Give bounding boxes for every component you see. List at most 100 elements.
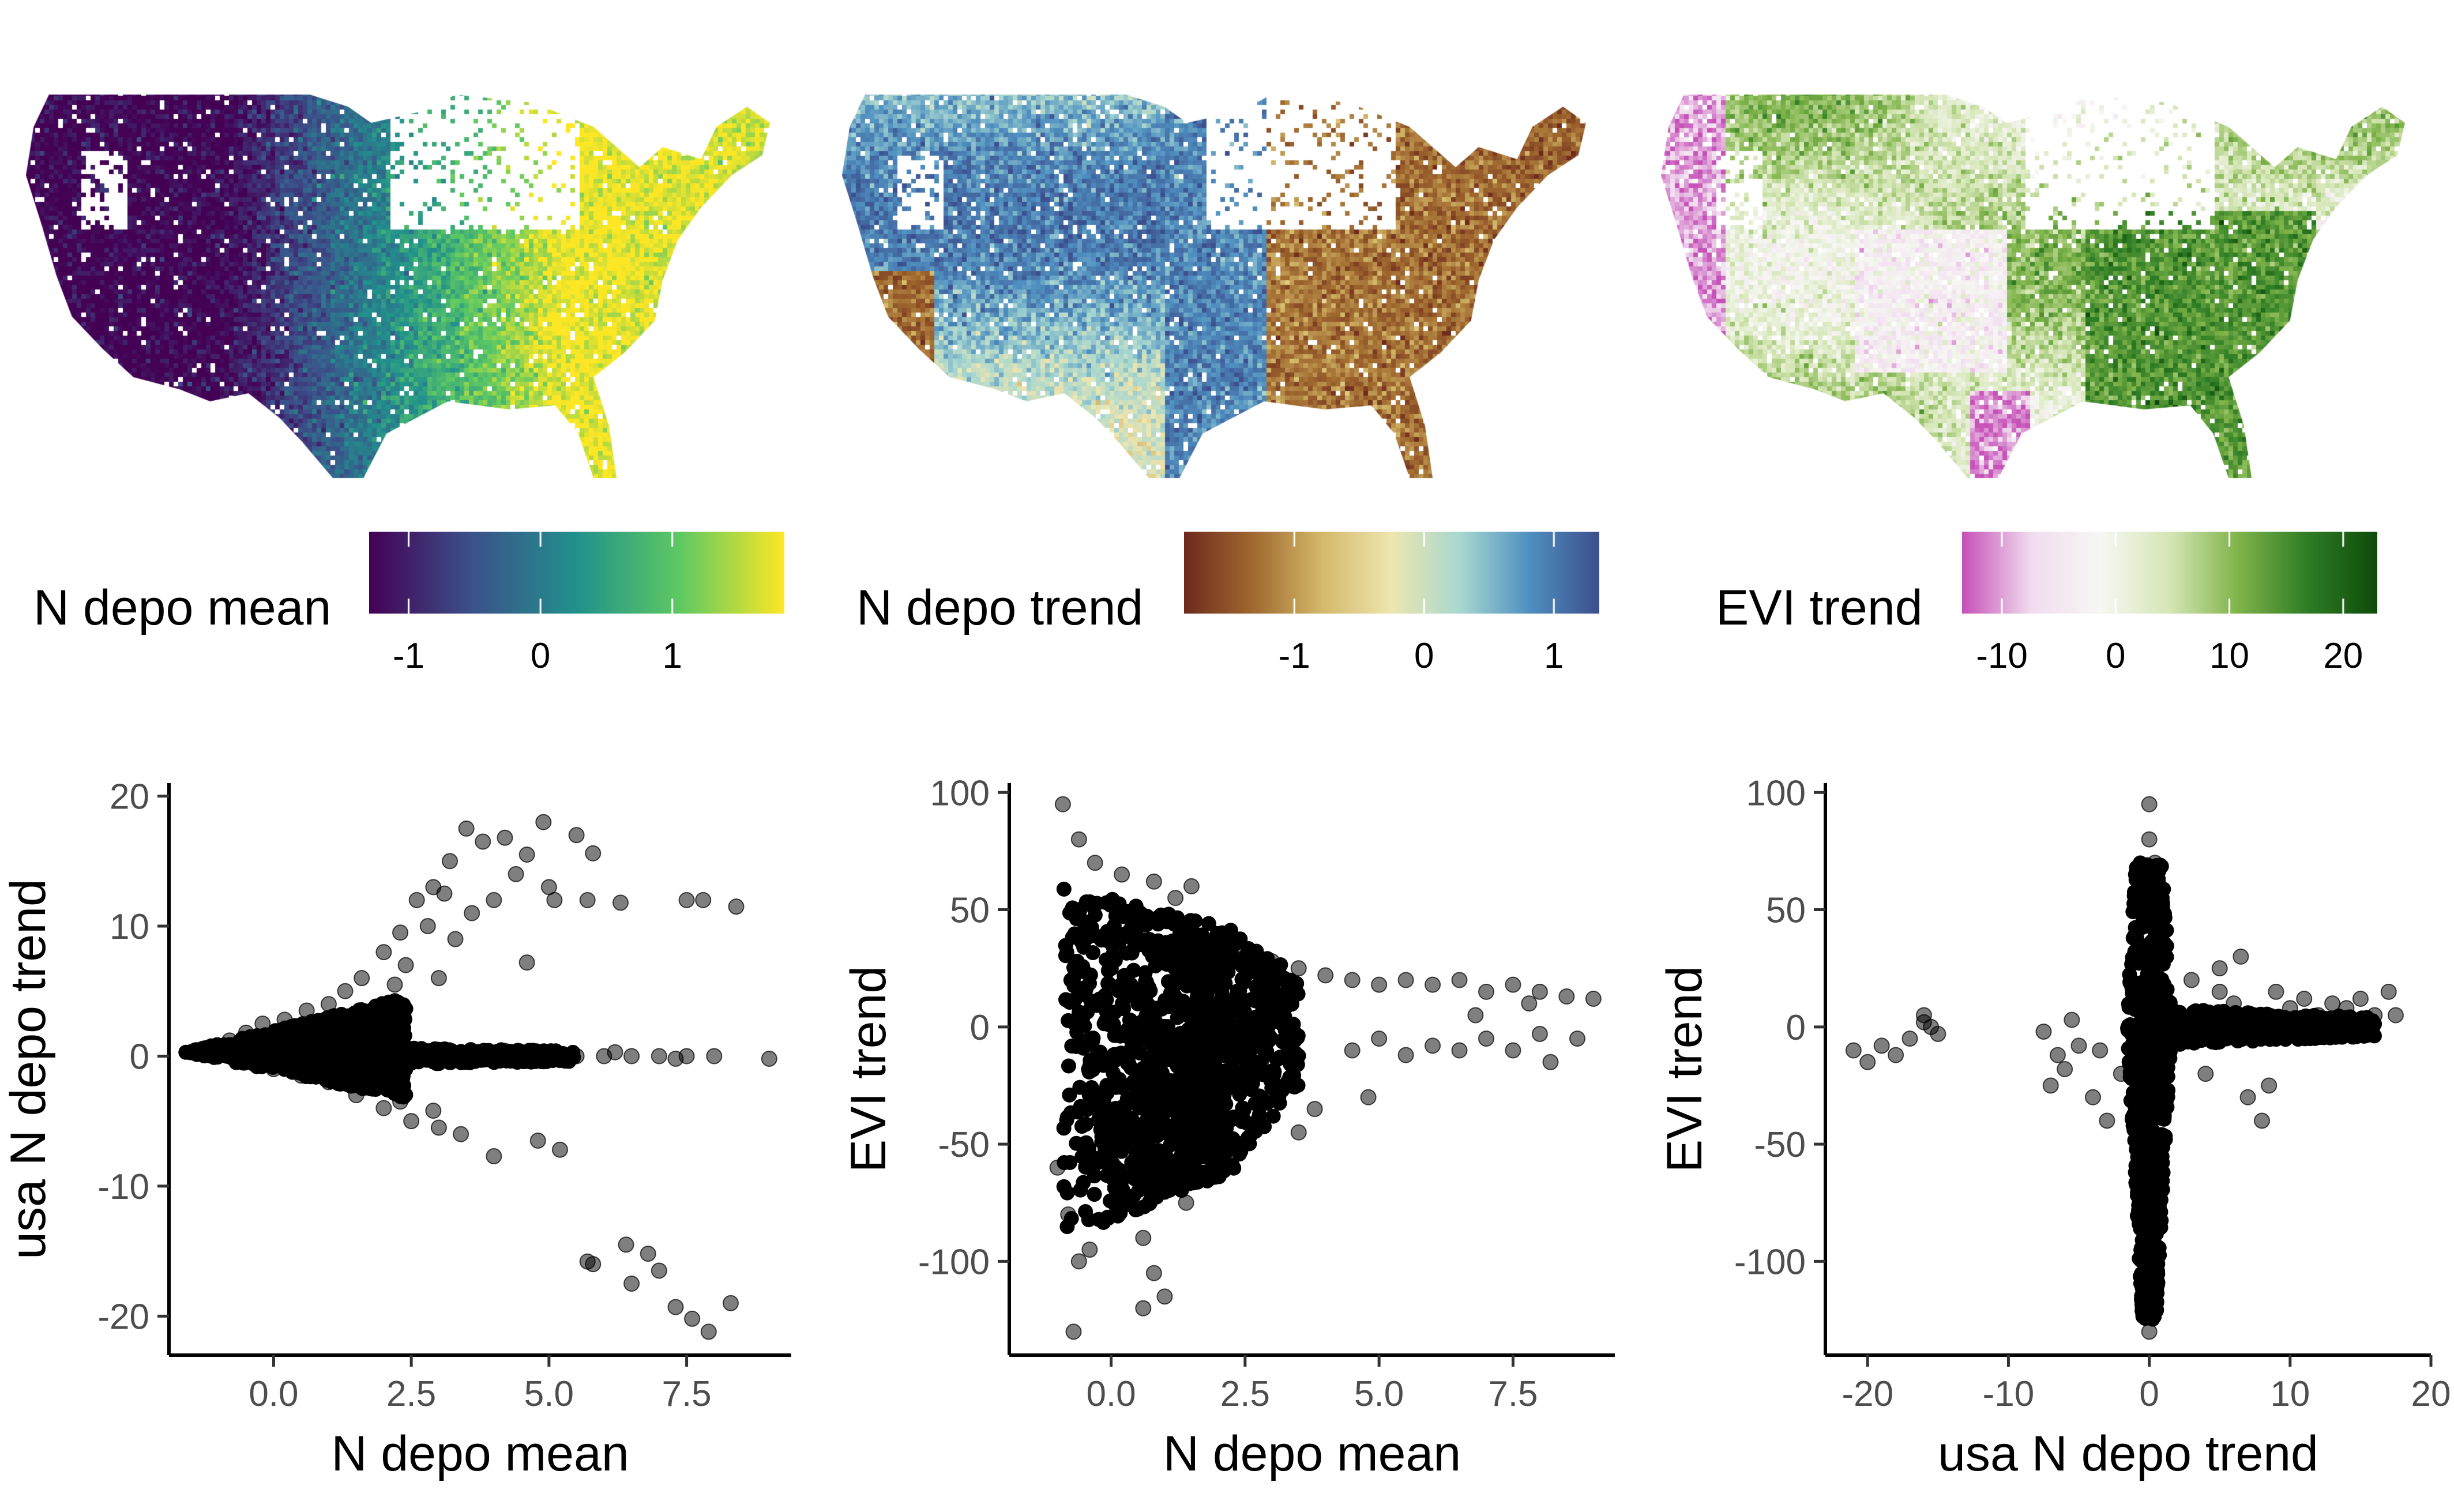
data-point xyxy=(612,894,629,911)
data-point xyxy=(1130,935,1145,950)
data-point xyxy=(441,853,458,870)
x-tick-label: 2.5 xyxy=(386,1374,436,1414)
data-point xyxy=(1163,949,1178,964)
data-point xyxy=(1172,926,1188,941)
data-point xyxy=(1178,1194,1194,1211)
data-point xyxy=(375,1018,390,1033)
data-point xyxy=(2144,919,2160,935)
data-point xyxy=(2141,1323,2158,1340)
data-point xyxy=(1274,1000,1291,1017)
data-point xyxy=(1196,947,1211,963)
data-point xyxy=(1397,1047,1414,1063)
data-point xyxy=(453,1126,469,1142)
data-point xyxy=(2121,996,2136,1012)
data-point xyxy=(464,905,480,922)
data-point xyxy=(2155,1051,2170,1066)
data-point xyxy=(2122,975,2138,991)
data-point xyxy=(1264,1063,1279,1079)
x-tick-label: -20 xyxy=(1842,1374,1893,1414)
data-point xyxy=(1107,1069,1122,1085)
data-point xyxy=(436,885,453,902)
data-point xyxy=(458,820,475,837)
data-point xyxy=(2134,1157,2150,1173)
data-point xyxy=(1286,987,1302,1003)
data-point xyxy=(1210,1136,1227,1153)
data-point xyxy=(651,1048,667,1065)
data-point xyxy=(403,1048,420,1065)
data-point xyxy=(1120,1121,1136,1137)
data-point xyxy=(318,1011,334,1026)
data-point xyxy=(1114,866,1130,883)
data-point xyxy=(354,1018,370,1034)
data-point xyxy=(1256,1007,1272,1023)
data-point xyxy=(1061,1058,1076,1074)
data-point xyxy=(2129,930,2144,946)
x-tick-label: 7.5 xyxy=(662,1374,711,1414)
data-point xyxy=(1542,1054,1559,1070)
data-point xyxy=(1197,1108,1212,1123)
data-point xyxy=(1177,1105,1192,1121)
data-point xyxy=(1156,910,1171,926)
data-point xyxy=(1096,1214,1111,1230)
data-point xyxy=(270,1023,285,1039)
data-point xyxy=(1859,1054,1876,1070)
data-point xyxy=(2359,1021,2375,1037)
data-point xyxy=(1531,1026,1548,1043)
data-point xyxy=(1102,1017,1117,1033)
data-point xyxy=(2141,796,2158,813)
legend-tick-label: -1 xyxy=(1278,636,1310,676)
data-point xyxy=(1237,948,1253,965)
data-point xyxy=(1079,1102,1095,1118)
data-point xyxy=(397,957,414,973)
data-point xyxy=(2230,1033,2246,1049)
data-point xyxy=(1107,923,1122,938)
data-point xyxy=(1317,967,1334,984)
data-point xyxy=(375,944,392,961)
scatter-mean-vs-trend: 0.0 2.5 5.0 7.5 -20 -10 0 10 20 N depo mean usa N … xyxy=(1,777,791,1481)
data-point xyxy=(392,1093,409,1110)
data-point xyxy=(2133,1104,2149,1120)
data-point xyxy=(1104,950,1119,966)
data-point xyxy=(579,892,596,908)
data-point xyxy=(1915,1007,1932,1024)
data-point xyxy=(2042,1077,2059,1094)
data-point xyxy=(1108,1142,1123,1158)
data-point xyxy=(497,1043,513,1059)
data-point xyxy=(513,1048,530,1065)
x-tick-label: 7.5 xyxy=(1488,1374,1538,1414)
data-point xyxy=(1265,1108,1281,1124)
data-point xyxy=(2057,1061,2073,1077)
data-point xyxy=(728,898,745,915)
data-point xyxy=(403,1113,420,1130)
data-point xyxy=(2265,1022,2281,1038)
data-point xyxy=(1259,969,1275,984)
data-point xyxy=(2226,995,2242,1012)
data-point xyxy=(2223,1020,2238,1035)
data-point xyxy=(1093,932,1109,948)
data-point xyxy=(475,833,491,850)
data-points xyxy=(1049,796,1602,1340)
data-point xyxy=(2143,1075,2158,1091)
data-point xyxy=(1185,971,1200,987)
data-point xyxy=(1087,1187,1102,1202)
data-point xyxy=(1190,987,1205,1003)
data-point xyxy=(1425,1037,1441,1054)
data-point xyxy=(2125,1085,2141,1100)
data-point xyxy=(1194,927,1210,943)
data-point xyxy=(1066,978,1082,994)
data-point xyxy=(1054,796,1071,813)
data-point xyxy=(2151,875,2166,891)
data-point xyxy=(667,1050,684,1067)
x-tick-label: 2.5 xyxy=(1220,1374,1270,1414)
y-tick-label: 20 xyxy=(110,777,149,817)
data-point xyxy=(1175,1048,1191,1064)
data-point xyxy=(1901,1030,1918,1047)
data-point xyxy=(1873,1037,1890,1054)
data-point xyxy=(1290,1124,1307,1141)
data-point xyxy=(486,892,502,908)
data-point xyxy=(2156,935,2171,950)
data-point xyxy=(1119,945,1134,961)
y-tick-label: 0 xyxy=(1786,1008,1806,1048)
y-tick-label: 10 xyxy=(110,907,149,947)
data-point xyxy=(458,1048,475,1065)
